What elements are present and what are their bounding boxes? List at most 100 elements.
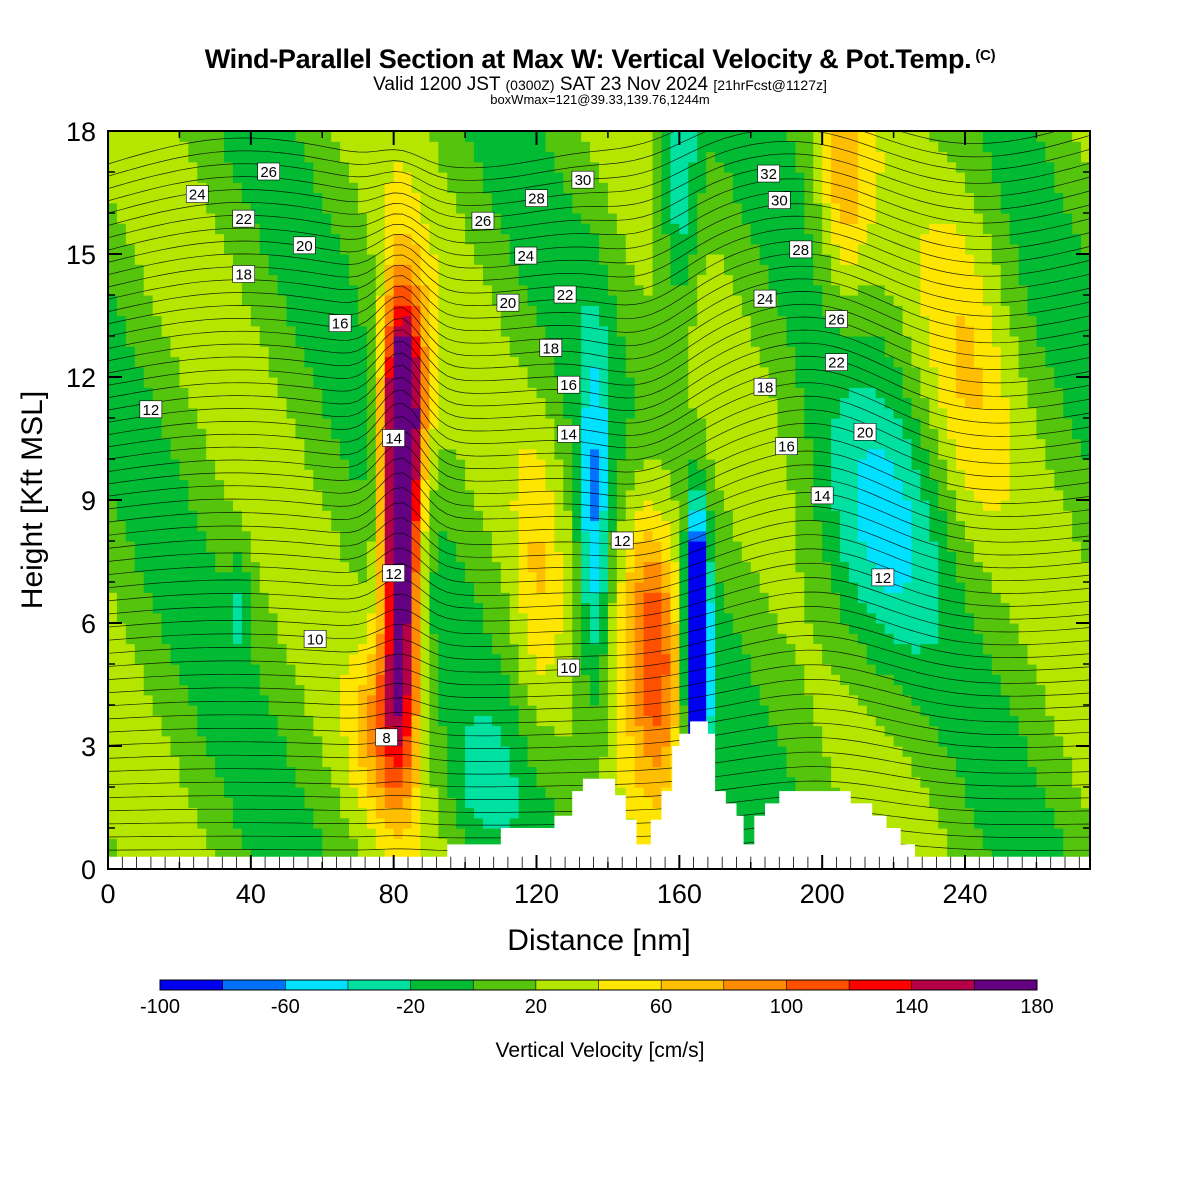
velocity-cell	[215, 418, 225, 429]
velocity-cell	[224, 510, 234, 522]
velocity-cell	[938, 766, 948, 778]
velocity-cell	[643, 776, 654, 788]
velocity-cell	[625, 428, 636, 440]
velocity-cell	[634, 776, 645, 788]
velocity-cell	[1054, 664, 1064, 675]
velocity-cell	[465, 530, 475, 542]
velocity-cell	[866, 684, 877, 696]
velocity-cell	[474, 807, 484, 819]
velocity-cell	[349, 715, 359, 727]
velocity-cell	[1072, 684, 1082, 696]
velocity-cell	[1009, 725, 1020, 737]
velocity-cell	[536, 653, 547, 665]
velocity-cell	[500, 694, 511, 706]
velocity-cell	[188, 500, 198, 511]
velocity-cell	[482, 643, 493, 655]
velocity-cell	[973, 418, 984, 429]
velocity-cell	[331, 602, 341, 614]
velocity-cell	[322, 541, 332, 552]
velocity-cell	[349, 541, 359, 552]
velocity-cell	[741, 705, 752, 716]
velocity-cell	[393, 623, 404, 634]
velocity-cell	[982, 807, 993, 819]
velocity-cell	[670, 551, 680, 563]
velocity-cell	[1045, 448, 1055, 460]
velocity-cell	[982, 848, 993, 860]
velocity-cell	[268, 479, 279, 491]
velocity-cell	[1027, 592, 1038, 604]
velocity-cell	[982, 674, 993, 686]
velocity-cell	[250, 479, 261, 491]
velocity-cell	[893, 592, 904, 604]
velocity-cell	[831, 715, 841, 727]
velocity-cell	[991, 664, 1002, 675]
velocity-cell	[1045, 633, 1055, 645]
velocity-cell	[822, 418, 832, 429]
velocity-cell	[848, 674, 859, 686]
velocity-cell	[750, 438, 761, 450]
velocity-cell	[848, 469, 859, 481]
velocity-cell	[152, 756, 163, 768]
velocity-cell	[759, 571, 770, 583]
velocity-cell	[465, 500, 475, 511]
velocity-cell	[375, 428, 386, 440]
velocity-cell	[465, 746, 475, 757]
velocity-cell	[715, 725, 725, 737]
velocity-cell	[706, 438, 716, 450]
velocity-cell	[259, 541, 270, 552]
velocity-cell	[1000, 530, 1011, 542]
velocity-cell	[375, 715, 386, 727]
velocity-cell	[866, 561, 877, 573]
velocity-cell	[563, 448, 573, 460]
velocity-cell	[1036, 797, 1046, 809]
velocity-cell	[188, 694, 198, 706]
velocity-cell	[375, 684, 386, 696]
velocity-cell	[304, 705, 314, 716]
velocity-cell	[893, 612, 904, 624]
velocity-cell	[152, 746, 163, 757]
velocity-cell	[482, 828, 493, 839]
velocity-cell	[652, 428, 663, 440]
velocity-cell	[581, 633, 591, 645]
velocity-cell	[224, 623, 234, 634]
velocity-cell	[723, 756, 734, 768]
velocity-cell	[991, 643, 1002, 655]
velocity-cell	[902, 797, 913, 809]
velocity-cell	[947, 489, 957, 501]
velocity-cell	[545, 500, 555, 511]
velocity-cell	[947, 520, 957, 532]
velocity-cell	[134, 653, 145, 665]
velocity-cell	[456, 582, 466, 593]
velocity-cell	[929, 746, 939, 757]
velocity-cell	[804, 766, 814, 778]
velocity-cell	[911, 664, 921, 675]
velocity-cell	[982, 756, 993, 768]
velocity-cell	[1027, 469, 1038, 481]
velocity-cell	[1027, 633, 1038, 645]
velocity-cell	[750, 735, 761, 747]
velocity-cell	[465, 520, 475, 532]
velocity-cell	[447, 776, 457, 788]
velocity-cell	[197, 500, 207, 511]
velocity-cell	[116, 530, 127, 542]
velocity-cell	[474, 817, 484, 829]
velocity-cell	[1081, 807, 1090, 819]
velocity-cell	[875, 418, 886, 429]
velocity-cell	[322, 623, 332, 634]
velocity-cell	[786, 602, 796, 614]
velocity-cell	[250, 694, 261, 706]
velocity-cell	[545, 735, 555, 747]
velocity-cell	[875, 541, 886, 552]
velocity-cell	[590, 746, 600, 757]
velocity-cell	[179, 561, 189, 573]
velocity-cell	[732, 530, 743, 542]
velocity-cell	[706, 715, 716, 727]
velocity-cell	[884, 541, 895, 552]
velocity-cell	[259, 418, 270, 429]
velocity-cell	[697, 643, 707, 655]
velocity-cell	[108, 735, 118, 747]
velocity-cell	[232, 612, 243, 624]
velocity-cell	[902, 489, 913, 501]
velocity-cell	[634, 756, 645, 768]
velocity-cell	[902, 602, 913, 614]
